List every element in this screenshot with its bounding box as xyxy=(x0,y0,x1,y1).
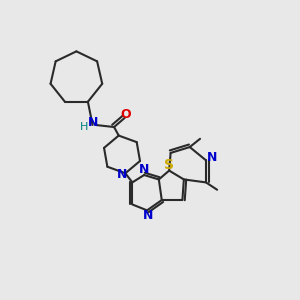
Text: O: O xyxy=(121,108,131,121)
Text: N: N xyxy=(88,116,99,129)
Text: N: N xyxy=(142,209,153,222)
Text: N: N xyxy=(139,163,149,176)
Text: H: H xyxy=(80,122,88,132)
Text: N: N xyxy=(117,168,127,181)
Text: S: S xyxy=(164,158,173,172)
Text: N: N xyxy=(207,151,217,164)
